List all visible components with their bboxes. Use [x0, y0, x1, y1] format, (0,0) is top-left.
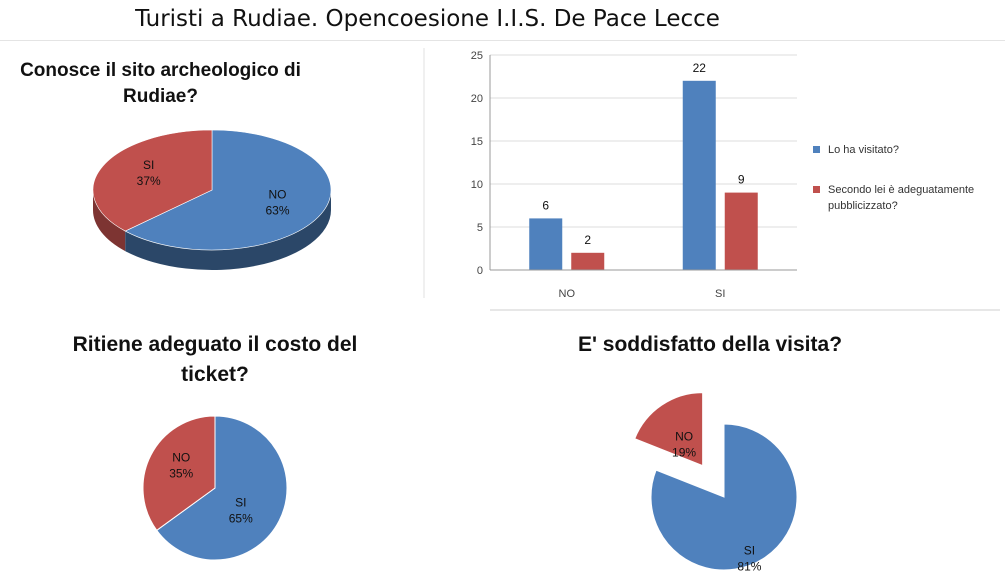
- pie3-label-si: SI: [235, 495, 246, 509]
- bar-x-ticks: NO SI: [559, 288, 726, 300]
- pie1-slice-no: [124, 129, 332, 251]
- pie4-value-no: 19%: [672, 445, 696, 459]
- bar-no-series-1: [571, 252, 605, 270]
- bar-y-tick-label: 25: [471, 50, 483, 62]
- pie4-value-si: 81%: [737, 559, 761, 573]
- legend-label-advertised: Secondo lei è adeguatamente pubblicizzato…: [828, 184, 974, 212]
- pie3-slice-no: [142, 415, 216, 532]
- pie4-slice-no: [634, 392, 704, 467]
- title-divider: [0, 40, 1005, 41]
- bar-si-series-0: [682, 80, 716, 270]
- pie3-title: Ritiene adeguato il costo del ticket?: [72, 333, 358, 386]
- legend-label-visited: Lo ha visitato?: [828, 144, 899, 156]
- legend-swatch-visited: [813, 146, 820, 153]
- bar-data-label: 22: [693, 61, 707, 75]
- page-title: Turisti a Rudiae. Opencoesione I.I.S. De…: [135, 6, 720, 32]
- pie3-chart: SI 65% NO 35%: [142, 415, 288, 561]
- pie1-value-si: 37%: [137, 174, 161, 188]
- bar-y-tick-label: 20: [471, 93, 483, 105]
- pie1-label-si: SI: [143, 158, 154, 172]
- bar-data-label: 2: [584, 233, 591, 247]
- pie4-label-no: NO: [675, 429, 693, 443]
- bar-y-tick-label: 15: [471, 136, 483, 148]
- pie3-value-no: 35%: [169, 467, 193, 481]
- bar-data-label: 9: [738, 173, 745, 187]
- bar-y-tick-label: 0: [477, 265, 483, 277]
- bar-y-tick-label: 10: [471, 179, 483, 191]
- pie1-chart: NO 63% SI 37%: [92, 129, 332, 271]
- bar-x-tick-label: NO: [559, 288, 576, 300]
- pie1-slice-si: [92, 129, 213, 232]
- bar-legend: Lo ha visitato? Secondo lei è adeguatame…: [813, 144, 974, 212]
- pie1-title: Conosce il sito archeologico di Rudiae?: [20, 60, 301, 107]
- legend-swatch-advertised: [813, 186, 820, 193]
- pie1-value-no: 63%: [266, 204, 290, 218]
- pie1-side-no: [125, 190, 331, 271]
- bar-y-tick-label: 5: [477, 222, 483, 234]
- pie4-chart: SI 81% NO 19%: [634, 392, 798, 573]
- pie4-label-si: SI: [744, 543, 755, 557]
- pie3-value-si: 65%: [229, 511, 253, 525]
- bar-y-ticks: 0 5 10 15 20 25: [471, 50, 483, 277]
- pie4-slice-si: [650, 423, 798, 571]
- bar-data-label: 6: [542, 198, 549, 212]
- pie4-title: E' soddisfatto della visita?: [577, 333, 843, 356]
- bar-no-series-0: [529, 218, 563, 270]
- bar-x-tick-label: SI: [715, 288, 725, 300]
- pie3-label-no: NO: [172, 451, 190, 465]
- bar-si-series-1: [724, 192, 758, 270]
- pie1-label-no: NO: [269, 188, 287, 202]
- pie3-slice-si: [156, 415, 288, 561]
